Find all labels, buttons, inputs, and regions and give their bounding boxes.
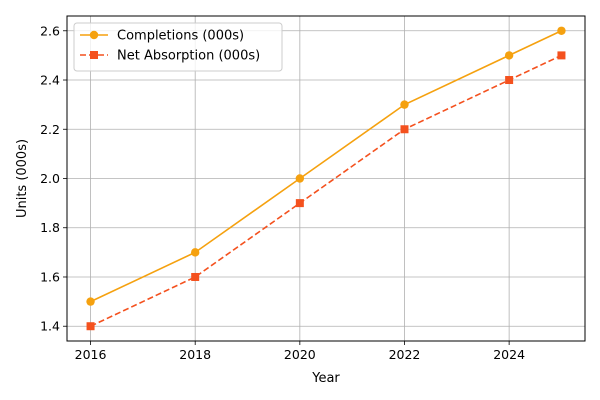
- data-point: [505, 76, 514, 85]
- data-point: [295, 174, 305, 183]
- series: [86, 26, 566, 331]
- y-tick-label: 1.4: [40, 319, 60, 334]
- data-point: [504, 51, 514, 60]
- legend-label: Net Absorption (000s): [117, 49, 260, 64]
- data-point: [400, 125, 409, 134]
- data-point: [86, 322, 95, 331]
- legend-label: Completions (000s): [117, 29, 244, 44]
- legend-entry: Net Absorption (000s): [80, 49, 260, 64]
- data-point: [86, 297, 95, 306]
- y-tick-label: 2.4: [40, 73, 60, 88]
- axis-ticks: 2016 2018 2020 2022 2024 1.4 1.6 1.8 2.0 2.2 2.4 2.…: [40, 23, 525, 362]
- legend-box: [73, 22, 283, 72]
- x-tick-label: 2024: [493, 347, 525, 362]
- data-point: [295, 199, 304, 208]
- x-tick-label: 2016: [75, 347, 107, 362]
- y-axis-label: Units (000s): [15, 139, 30, 218]
- legend: Completions (000s) Net Absorption (000s): [73, 22, 283, 72]
- y-tick-label: 2.0: [40, 171, 60, 186]
- data-point: [191, 272, 200, 281]
- legend-marker: [89, 30, 99, 40]
- x-tick-label: 2018: [179, 347, 211, 362]
- series-1: [86, 26, 566, 306]
- y-tick-label: 2.6: [40, 23, 60, 38]
- x-axis-label: Year: [311, 371, 340, 386]
- y-tick-label: 1.6: [40, 269, 60, 284]
- data-point: [557, 51, 566, 60]
- legend-entry: Completions (000s): [80, 29, 244, 44]
- data-point: [557, 26, 566, 35]
- series-line: [90, 54, 562, 327]
- series-line: [90, 30, 562, 303]
- x-tick-label: 2022: [389, 347, 421, 362]
- series-2: [86, 51, 566, 331]
- y-tick-label: 1.8: [40, 220, 60, 235]
- y-tick-label: 2.2: [40, 122, 60, 137]
- data-point: [190, 248, 200, 257]
- x-tick-label: 2020: [284, 347, 316, 362]
- data-point: [400, 100, 409, 109]
- legend-marker: [90, 51, 98, 59]
